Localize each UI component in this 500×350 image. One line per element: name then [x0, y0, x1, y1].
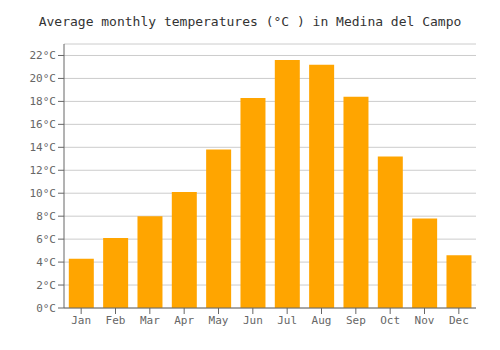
- svg-text:22°C: 22°C: [30, 49, 57, 62]
- svg-text:6°C: 6°C: [36, 233, 56, 246]
- svg-text:16°C: 16°C: [30, 118, 57, 131]
- svg-text:18°C: 18°C: [30, 95, 57, 108]
- svg-text:Nov: Nov: [415, 314, 435, 327]
- svg-text:Apr: Apr: [174, 314, 194, 327]
- svg-text:8°C: 8°C: [36, 210, 56, 223]
- svg-text:2°C: 2°C: [36, 279, 56, 292]
- svg-text:Aug: Aug: [312, 314, 332, 327]
- svg-text:Jul: Jul: [277, 314, 297, 327]
- svg-text:12°C: 12°C: [30, 164, 57, 177]
- svg-text:10°C: 10°C: [30, 187, 57, 200]
- svg-text:Sep: Sep: [346, 314, 366, 327]
- svg-text:Jan: Jan: [71, 314, 91, 327]
- svg-text:4°C: 4°C: [36, 256, 56, 269]
- svg-text:Jun: Jun: [243, 314, 263, 327]
- svg-text:Oct: Oct: [380, 314, 400, 327]
- svg-text:0°C: 0°C: [36, 302, 56, 315]
- svg-text:May: May: [209, 314, 229, 327]
- svg-text:20°C: 20°C: [30, 72, 57, 85]
- svg-text:Feb: Feb: [106, 314, 126, 327]
- svg-text:Dec: Dec: [449, 314, 469, 327]
- svg-text:14°C: 14°C: [30, 141, 57, 154]
- html-text:Average monthly temperatures (: Average monthly temperatures (°C ) in Me…: [38, 14, 462, 29]
- svg-text:Mar: Mar: [140, 314, 160, 327]
